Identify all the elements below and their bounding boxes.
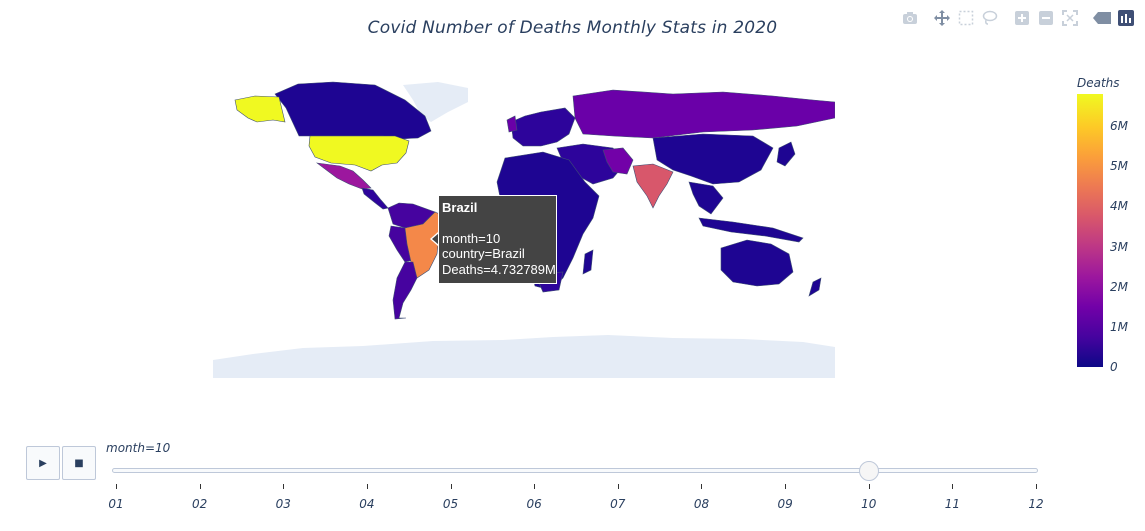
slider-tick bbox=[534, 484, 536, 489]
zoom-in-icon[interactable] bbox=[1012, 8, 1032, 28]
camera-icon[interactable] bbox=[900, 8, 920, 28]
tooltip-title: Brazil bbox=[442, 200, 478, 215]
hover-tooltip: Brazil month=10 country=Brazil Deaths=4.… bbox=[438, 195, 557, 284]
slider-tick bbox=[617, 484, 619, 489]
region-mexico bbox=[315, 162, 372, 190]
slider-step-02[interactable]: 02 bbox=[191, 497, 208, 511]
tooltip-arrow-inner bbox=[432, 233, 439, 245]
colorbar-tick-label: 0 bbox=[1110, 360, 1118, 374]
stop-button[interactable]: ■ bbox=[62, 446, 96, 480]
slider-step-10[interactable]: 10 bbox=[861, 497, 877, 511]
slider-tick bbox=[701, 484, 703, 489]
zoom-out-icon[interactable] bbox=[1036, 8, 1056, 28]
pan-icon[interactable] bbox=[932, 8, 952, 28]
region-china bbox=[652, 133, 774, 185]
slider-step-04[interactable]: 04 bbox=[359, 497, 375, 511]
lasso-icon[interactable] bbox=[980, 8, 1000, 28]
colorbar-tick-label: 6M bbox=[1110, 119, 1128, 134]
tooltip-country: country=Brazil bbox=[442, 246, 525, 261]
region-uk bbox=[506, 115, 518, 133]
region-southern-cone bbox=[392, 261, 418, 320]
slider-step-08[interactable]: 08 bbox=[693, 497, 710, 511]
slider-tick bbox=[116, 484, 117, 489]
slider-step-01[interactable]: 01 bbox=[108, 497, 124, 511]
plotly-logo-icon[interactable] bbox=[1116, 8, 1136, 28]
region-indonesia bbox=[698, 217, 804, 243]
slider-tick bbox=[450, 484, 452, 489]
region-central-america bbox=[361, 187, 389, 210]
modebar bbox=[898, 8, 1138, 28]
slider-handle[interactable] bbox=[858, 461, 879, 481]
slider-step-11[interactable]: 11 bbox=[944, 497, 960, 511]
region-india bbox=[632, 163, 674, 209]
tooltip-deaths: Deaths=4.732789M bbox=[442, 261, 556, 277]
region-australia bbox=[720, 239, 794, 287]
colorbar-tick-label: 2M bbox=[1110, 279, 1128, 294]
colorbar-tick-label: 1M bbox=[1110, 319, 1128, 334]
slider-current-label: month=10 bbox=[106, 441, 171, 455]
colorbar-tick-label: 3M bbox=[1110, 239, 1128, 254]
slider-step-05[interactable]: 05 bbox=[442, 497, 459, 511]
play-button[interactable]: ▶ bbox=[26, 446, 60, 480]
slider-tick bbox=[283, 484, 285, 489]
region-new-zealand bbox=[808, 277, 822, 297]
colorbar bbox=[1077, 94, 1103, 367]
box-select-icon[interactable] bbox=[956, 8, 976, 28]
slider-tick bbox=[785, 484, 787, 489]
hover-icon[interactable] bbox=[1092, 8, 1112, 28]
region-alaska bbox=[234, 95, 286, 123]
region-iran bbox=[602, 147, 634, 175]
slider-step-07[interactable]: 07 bbox=[610, 497, 626, 511]
region-canada bbox=[274, 81, 432, 140]
region-usa bbox=[308, 135, 410, 172]
colorbar-title: Deaths bbox=[1077, 76, 1120, 90]
region-antarctica bbox=[213, 335, 835, 378]
chart-title: Covid Number of Deaths Monthly Stats in … bbox=[367, 18, 778, 38]
region-japan bbox=[776, 141, 796, 167]
slider-step-06[interactable]: 06 bbox=[526, 497, 542, 511]
region-greenland bbox=[403, 82, 468, 122]
region-europe bbox=[510, 107, 576, 147]
slider-tick bbox=[366, 484, 368, 489]
slider-tick bbox=[952, 484, 954, 489]
slider-tick bbox=[1036, 484, 1037, 489]
colorbar-tick-label: 4M bbox=[1110, 199, 1128, 214]
reset-icon[interactable] bbox=[1060, 8, 1080, 28]
slider-rail[interactable] bbox=[112, 468, 1038, 473]
tooltip-month: month=10 bbox=[442, 230, 501, 246]
region-russia bbox=[572, 89, 835, 139]
slider-step-12[interactable]: 12 bbox=[1028, 497, 1044, 511]
region-se-asia bbox=[688, 181, 724, 215]
slider-tick bbox=[868, 484, 870, 489]
slider-tick bbox=[199, 484, 201, 489]
region-madagascar bbox=[582, 249, 594, 275]
colorbar-tick-label: 5M bbox=[1110, 159, 1128, 174]
slider-step-09[interactable]: 09 bbox=[777, 497, 793, 511]
slider-step-03[interactable]: 03 bbox=[275, 497, 291, 511]
